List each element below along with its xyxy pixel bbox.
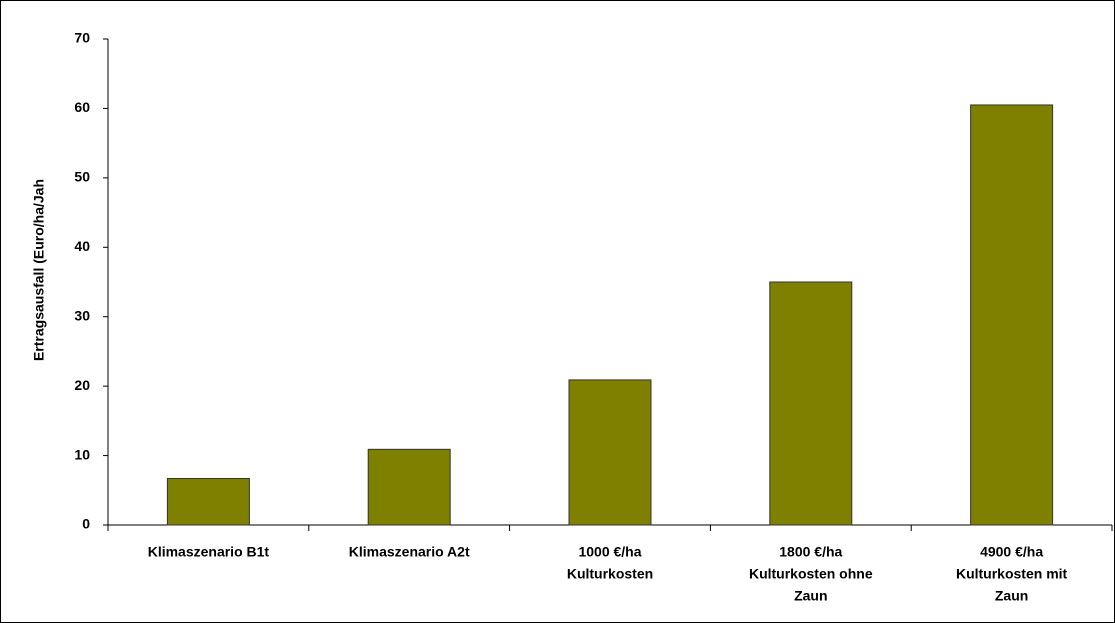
y-tick-label: 50 [74,169,90,185]
x-tick-label: Klimaszenario A2t [349,544,470,560]
y-tick-label: 20 [74,377,90,393]
y-tick-label: 60 [74,99,90,115]
bar [568,379,652,526]
x-tick-label: 1000 €/ha [578,544,641,560]
bar [166,477,250,526]
y-axis-label: Ertragsausfall (Euro/ha/Jah [31,179,47,361]
x-tick-label: 4900 €/ha [980,544,1043,560]
y-tick-label: 10 [74,446,90,462]
x-tick-label: Kulturkosten mit [956,566,1068,582]
bar [367,448,451,526]
x-tick-label: Zaun [794,588,827,604]
y-tick-label: 30 [74,307,90,323]
bar [769,281,853,526]
y-tick-label: 0 [82,516,90,532]
x-tick-label: Zaun [995,588,1028,604]
bar [970,104,1054,526]
x-tick-label: Klimaszenario B1t [148,544,270,560]
y-tick-label: 70 [74,30,90,46]
x-tick-label: Kulturkosten [567,566,653,582]
y-tick-label: 40 [74,238,90,254]
x-tick-label: Kulturkosten ohne [749,566,873,582]
x-tick-label: 1800 €/ha [779,544,842,560]
